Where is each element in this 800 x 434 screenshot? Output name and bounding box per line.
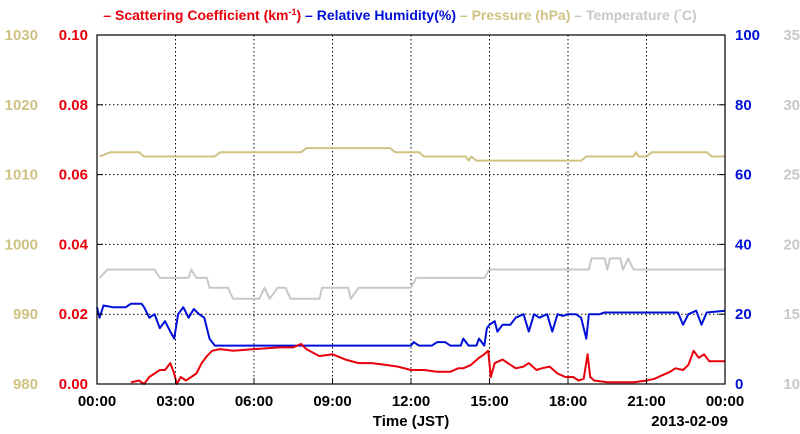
humidity-axis-tick-label: 60 — [735, 167, 752, 184]
humidity-axis-tick-label: 80 — [735, 97, 752, 114]
legend-entry: Scattering Coefficient (km — [115, 7, 288, 23]
pressure-axis-tick-label: 1010 — [5, 167, 38, 184]
date-label: 2013-02-09 — [651, 413, 728, 430]
humidity-axis-tick-label: 0 — [735, 376, 743, 393]
pressure-axis-tick-label: 990 — [13, 306, 38, 323]
temperature-axis-tick-label: 15 — [783, 306, 800, 323]
pressure-axis-tick-label: 1020 — [5, 97, 38, 114]
pressure-axis-tick-label: 1030 — [5, 27, 38, 44]
pressure-axis-tick-label: 1000 — [5, 236, 38, 253]
scattering-axis-tick-label: 0.00 — [59, 376, 88, 393]
legend-entry: Relative Humidity(%) — [317, 7, 456, 23]
legend-entry-tail: ) — [296, 7, 301, 23]
legend-dash: – — [103, 7, 115, 23]
x-tick-label: 03:00 — [156, 393, 194, 410]
x-tick-label: 06:00 — [235, 393, 273, 410]
series-lines — [96, 147, 726, 385]
temperature-axis-tick-label: 10 — [783, 376, 800, 393]
legend-entry: Pressure (hPa) — [472, 7, 571, 23]
temperature-axis-tick-label: 25 — [783, 167, 800, 184]
x-tick-label: 15:00 — [470, 393, 508, 410]
x-tick-label: 18:00 — [549, 393, 587, 410]
temperature-axis-tick-label: 35 — [783, 27, 800, 44]
scattering-axis-tick-label: 0.06 — [59, 167, 88, 184]
axes: 98099010001010102010300.000.020.040.060.… — [5, 27, 800, 410]
scattering-axis-tick-label: 0.08 — [59, 97, 88, 114]
x-tick-label: 00:00 — [706, 393, 744, 410]
x-tick-label: 21:00 — [627, 393, 665, 410]
scattering-axis-tick-label: 0.10 — [59, 27, 88, 44]
scattering-axis-tick-label: 0.04 — [59, 236, 89, 253]
x-tick-label: 00:00 — [78, 393, 116, 410]
legend-dash: – — [456, 7, 472, 23]
legend-text: – Scattering Coefficient (km-1) – Relati… — [103, 7, 696, 23]
x-tick-label: 12:00 — [392, 393, 430, 410]
series-humidity-line — [96, 302, 726, 347]
humidity-axis-tick-label: 20 — [735, 306, 752, 323]
legend-entry-tail: C) — [682, 7, 697, 23]
temperature-axis-tick-label: 20 — [783, 236, 800, 253]
series-scattering-line — [130, 342, 725, 385]
legend-superscript: ° — [678, 7, 682, 17]
pressure-axis-tick-label: 980 — [13, 376, 38, 393]
grid — [97, 35, 725, 384]
series-temperature-line — [98, 257, 725, 300]
legend-dash: – — [301, 7, 317, 23]
x-axis-label: Time (JST) — [373, 413, 449, 430]
series-pressure-line — [99, 147, 725, 162]
temperature-axis-tick-label: 30 — [783, 97, 800, 114]
x-tick-label: 09:00 — [313, 393, 351, 410]
legend: – Scattering Coefficient (km-1) – Relati… — [103, 7, 696, 23]
legend-entry: Temperature ( — [586, 7, 679, 23]
scattering-axis-tick-label: 0.02 — [59, 306, 88, 323]
legend-superscript: -1 — [288, 7, 296, 17]
legend-dash: – — [570, 7, 586, 23]
humidity-axis-tick-label: 100 — [735, 27, 760, 44]
humidity-axis-tick-label: 40 — [735, 236, 752, 253]
